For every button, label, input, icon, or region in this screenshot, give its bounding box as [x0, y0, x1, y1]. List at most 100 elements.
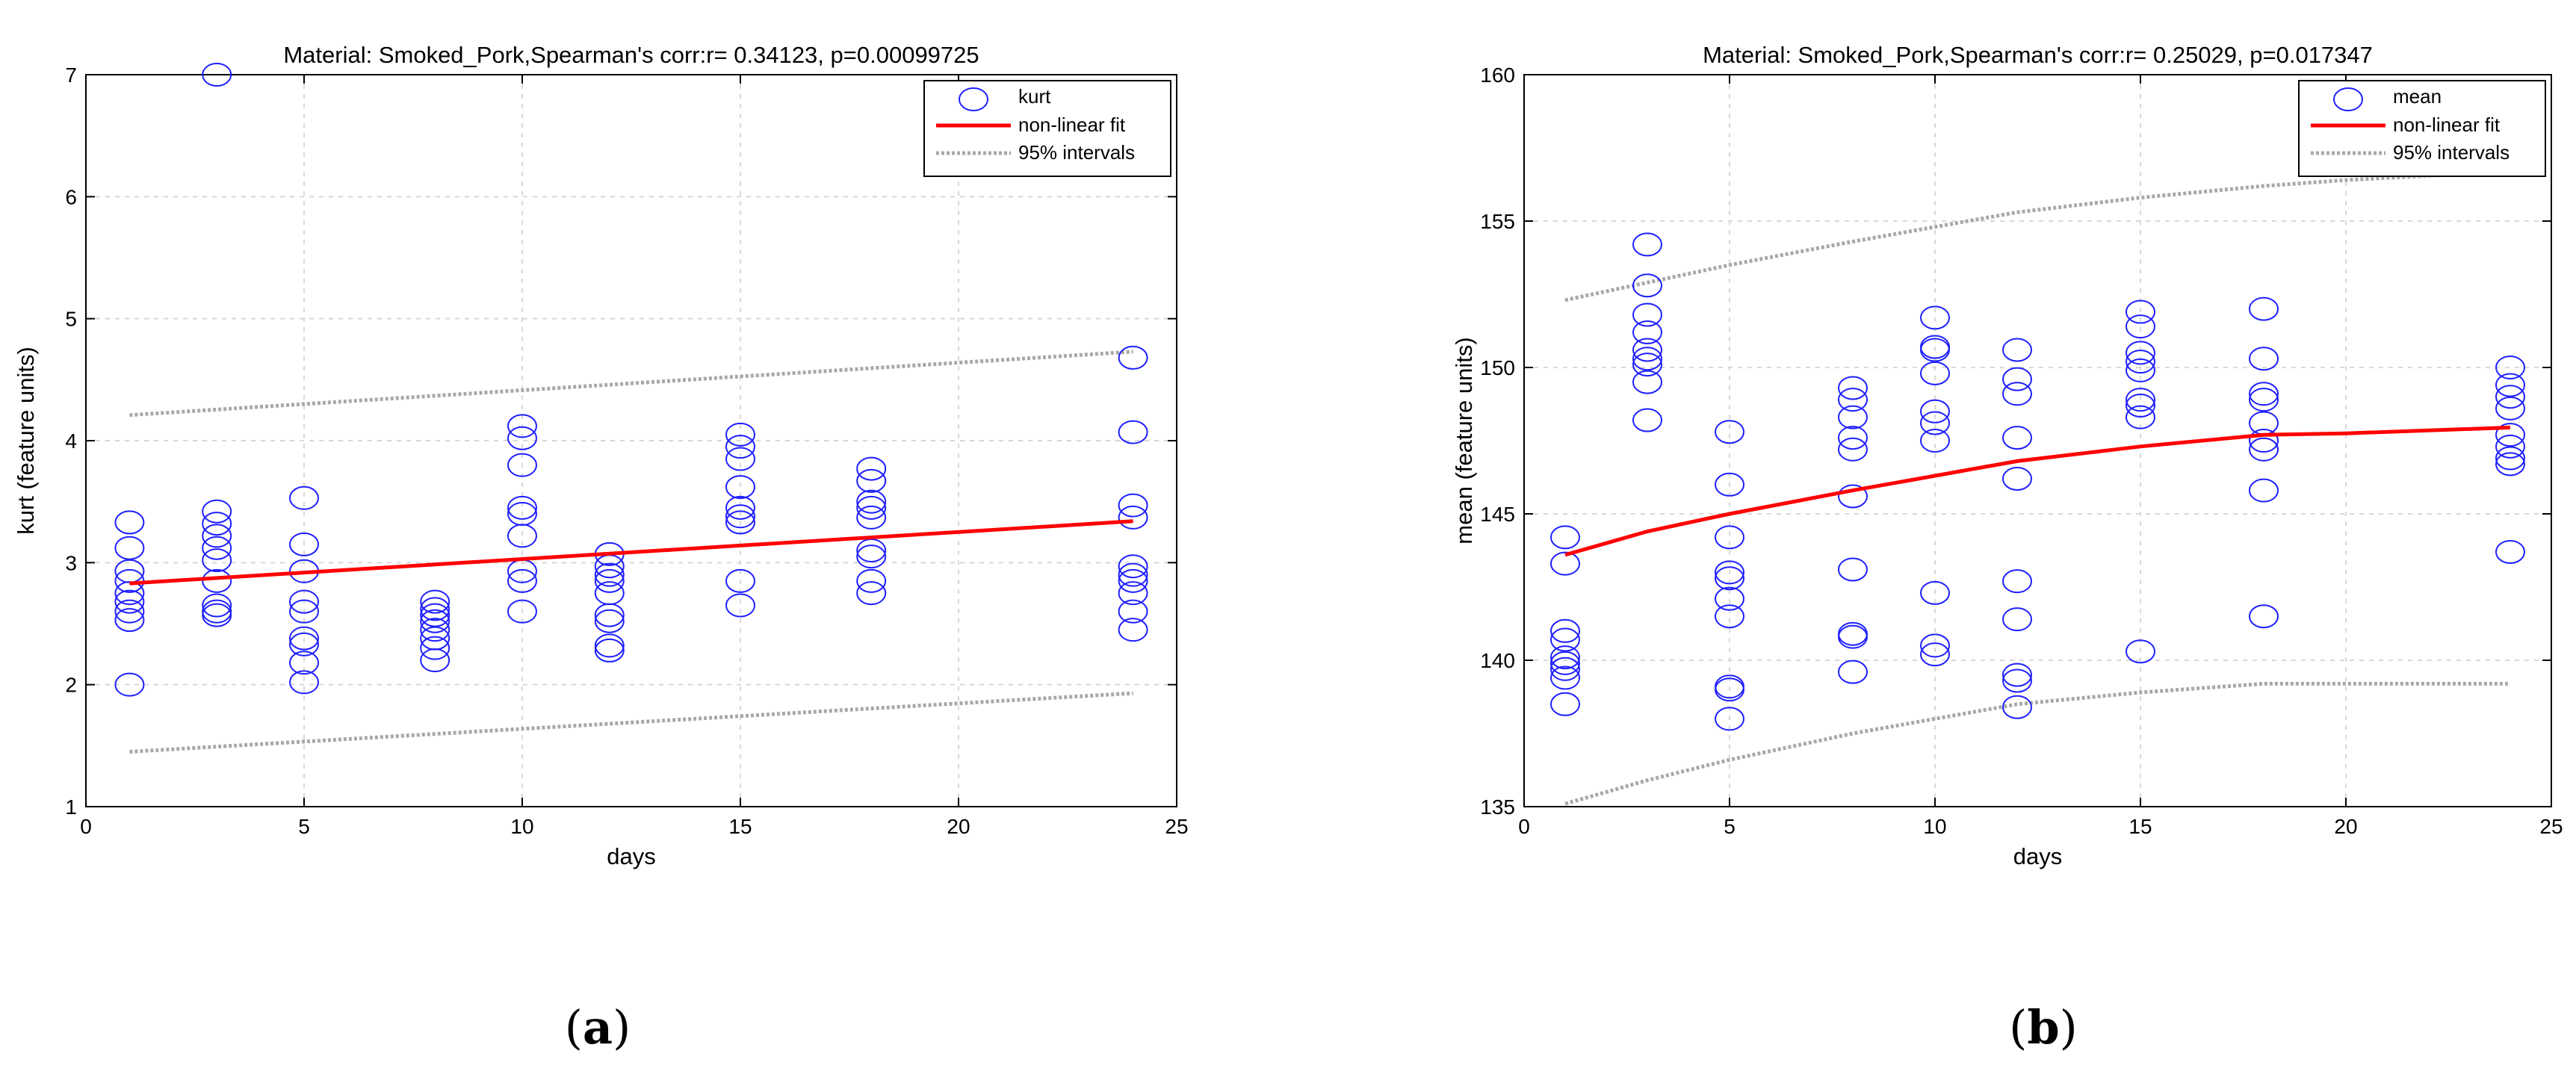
data-point — [856, 505, 887, 530]
data-point — [1920, 305, 1950, 330]
y-tick-label: 135 — [1480, 795, 1515, 819]
x-tick-label: 20 — [2334, 815, 2357, 838]
data-point — [289, 626, 319, 651]
lower-95-interval-line — [1564, 681, 2510, 806]
data-point — [2002, 607, 2032, 632]
panel-label: (a) — [565, 1000, 631, 1055]
x-tick-label: 25 — [1165, 815, 1188, 838]
panel-a: 0 5 10 15 20 25 1 2 3 4 5 6 7 Material: Smoked_Pork,S… — [13, 42, 1189, 1055]
y-tick-label: 3 — [65, 551, 77, 574]
data-point — [1715, 560, 1744, 585]
panel-label-open-paren: ( — [565, 1000, 583, 1055]
data-point — [1550, 651, 1580, 675]
data-point — [2249, 437, 2279, 462]
data-point — [725, 593, 755, 618]
data-point — [1550, 551, 1580, 576]
non-linear-fit-line — [129, 519, 1133, 586]
data-point — [2125, 300, 2155, 324]
data-point — [1920, 411, 1950, 435]
data-point — [1550, 645, 1580, 670]
data-point — [289, 485, 319, 510]
data-point — [1715, 420, 1744, 444]
x-tick-label: 15 — [728, 815, 752, 838]
y-axis-label: kurt (feature units) — [13, 347, 39, 535]
data-point — [1920, 399, 1950, 423]
data-point — [594, 568, 625, 593]
data-point — [1550, 627, 1580, 652]
data-point — [507, 568, 537, 593]
data-point — [2495, 385, 2525, 409]
y-tick-label: 150 — [1480, 356, 1515, 379]
data-point — [1118, 554, 1148, 579]
data-point — [725, 504, 755, 529]
data-point — [1632, 338, 1662, 362]
data-point — [507, 599, 537, 624]
y-tick-label: 155 — [1480, 210, 1515, 233]
data-point — [1920, 642, 1950, 667]
x-tick-label: 20 — [947, 815, 970, 838]
data-point — [420, 597, 451, 621]
data-point — [202, 548, 232, 573]
legend-label: non-linear fit — [1018, 114, 1126, 136]
data-point — [856, 581, 887, 606]
data-point — [2125, 388, 2155, 412]
data-point — [1920, 361, 1950, 385]
data-point — [202, 593, 232, 618]
data-point — [594, 603, 625, 627]
y-tick-label: 145 — [1480, 503, 1515, 526]
data-point — [1118, 581, 1148, 606]
data-point — [2125, 393, 2155, 418]
plot-area — [1524, 75, 2551, 807]
data-point — [1838, 376, 1868, 400]
data-point — [1920, 633, 1950, 658]
data-point — [725, 510, 755, 535]
data-point — [856, 495, 887, 520]
legend-box — [2298, 80, 2546, 177]
legend-label: 95% intervals — [1018, 141, 1135, 164]
data-point — [2002, 367, 2032, 391]
data-point — [1632, 302, 1662, 327]
data-point — [725, 435, 755, 459]
data-point — [507, 524, 537, 548]
data-point — [507, 453, 537, 477]
data-point — [2125, 639, 2155, 664]
x-tick-label: 25 — [2539, 815, 2563, 838]
x-tick-label: 5 — [298, 815, 310, 838]
data-point — [507, 414, 537, 438]
data-point — [2249, 347, 2279, 371]
data-point — [725, 447, 755, 471]
y-tick-label: 6 — [65, 185, 77, 208]
x-tick-label: 5 — [1724, 815, 1736, 838]
data-point — [594, 562, 625, 587]
data-point — [1715, 604, 1744, 629]
data-point — [856, 456, 887, 481]
data-point — [1838, 426, 1868, 450]
data-point — [289, 670, 319, 695]
data-point — [2125, 405, 2155, 429]
data-point — [1550, 692, 1580, 716]
data-point — [289, 651, 319, 675]
data-point — [1118, 568, 1148, 593]
data-point — [725, 568, 755, 593]
data-point — [202, 499, 232, 524]
data-point — [1118, 599, 1148, 624]
legend-label: kurt — [1018, 85, 1051, 108]
legend-label: 95% intervals — [2393, 141, 2510, 164]
data-point — [1118, 420, 1148, 444]
data-point — [2249, 604, 2279, 629]
chart-title: Material: Smoked_Pork,Spearman's corr:r=… — [1703, 42, 2373, 68]
data-point — [2125, 314, 2155, 339]
data-point — [507, 495, 537, 520]
y-tick-label: 5 — [65, 308, 77, 331]
data-point — [1118, 505, 1148, 530]
data-point — [725, 422, 755, 447]
data-point — [2002, 668, 2032, 693]
data-point — [856, 544, 887, 569]
data-point — [856, 468, 887, 493]
data-point — [1715, 677, 1744, 702]
data-point — [1118, 493, 1148, 518]
data-point — [594, 633, 625, 658]
data-point — [202, 536, 232, 560]
data-point — [1715, 566, 1744, 591]
data-point — [420, 648, 451, 672]
